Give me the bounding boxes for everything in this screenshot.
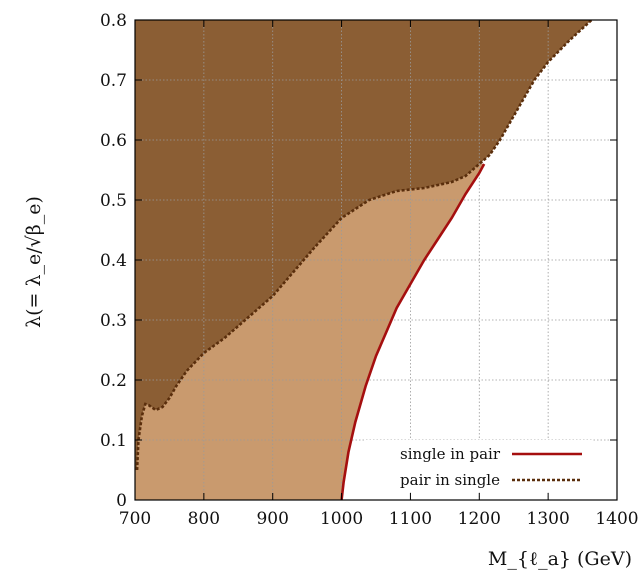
y-tick-label: 0 (116, 491, 127, 511)
y-tick-label: 0.3 (100, 311, 127, 331)
y-tick-label: 0.4 (100, 251, 127, 271)
y-tick-label: 0.1 (100, 431, 127, 451)
y-axis-title: λ(= λ_e/√β_e) (23, 196, 45, 328)
legend-label-single-in-pair: single in pair (400, 445, 501, 463)
y-tick-label: 0.2 (100, 371, 127, 391)
x-axis-label: M_{ℓ_a} (GeV) (488, 548, 632, 570)
x-tick-label: 1100 (389, 509, 432, 529)
x-tick-label: 700 (119, 509, 151, 529)
y-axis-label: λ(= λ_e/√β_e) (23, 196, 45, 328)
grid-lines (135, 20, 617, 500)
allowed-region-upper (479, 20, 617, 164)
x-tick-label: 1300 (527, 509, 570, 529)
curve-pair-in-single (135, 20, 593, 471)
x-tick-label: 1400 (595, 509, 638, 529)
legend: single in pair pair in single (364, 440, 592, 492)
curve-single-in-pair (340, 163, 486, 500)
y-tick-label: 0.7 (100, 71, 127, 91)
y-tick-label: 0.6 (100, 131, 127, 151)
axis-ticks: 700 800 900 1000 1100 1200 1300 1400 0 0.1 0.2 0.3 0… (100, 11, 639, 529)
legend-background (364, 440, 592, 492)
legend-label-pair-in-single: pair in single (400, 471, 500, 489)
dark-region (135, 20, 592, 470)
y-tick-label: 0.5 (100, 191, 127, 211)
x-tick-label: 1000 (320, 509, 363, 529)
y-tick-label: 0.8 (100, 11, 127, 31)
x-tick-label: 900 (256, 509, 288, 529)
x-tick-label: 800 (188, 509, 220, 529)
x-tick-label: 1200 (458, 509, 501, 529)
curves (135, 20, 593, 500)
